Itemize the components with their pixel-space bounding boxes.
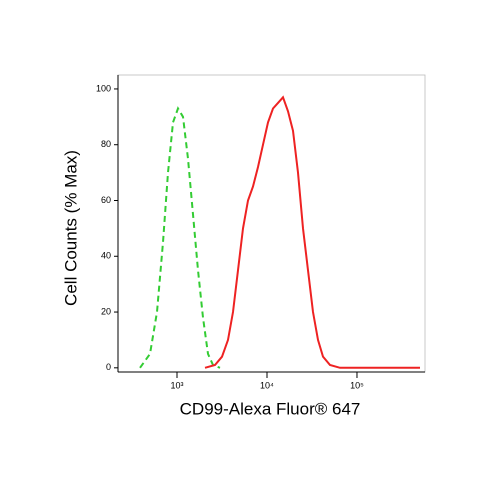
y-tick-label: 100 xyxy=(96,83,111,93)
y-tick-label: 60 xyxy=(101,195,111,205)
y-tick-label: 80 xyxy=(101,139,111,149)
y-tick-label: 0 xyxy=(106,362,111,372)
y-tick-label: 40 xyxy=(101,251,111,261)
x-tick-label: 10⁵ xyxy=(350,380,364,390)
series-line xyxy=(204,95,420,369)
x-tick-label: 10³ xyxy=(170,380,183,390)
y-tick-label: 20 xyxy=(101,306,111,316)
x-axis-title: CD99-Alexa Fluor® 647 xyxy=(180,399,361,418)
series-line xyxy=(139,106,221,369)
x-tick-label: 10⁴ xyxy=(260,380,274,390)
y-axis-title: Cell Counts (% Max) xyxy=(61,150,80,306)
plot-frame xyxy=(117,74,426,373)
